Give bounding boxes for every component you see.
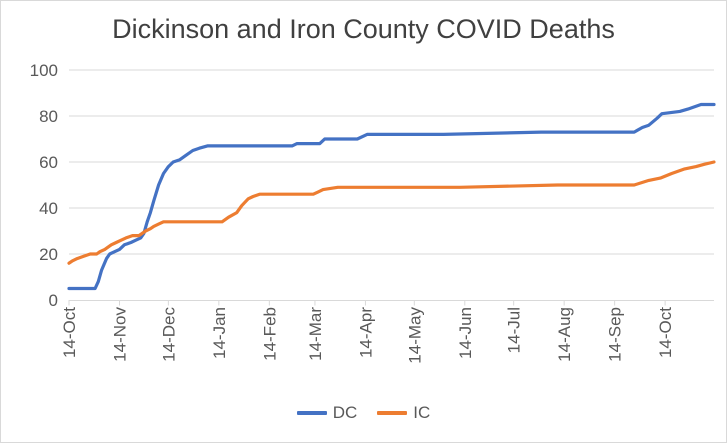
legend: DC IC bbox=[1, 402, 726, 424]
x-axis-tick-label: 14-Feb bbox=[260, 307, 279, 361]
y-axis-tick-label: 40 bbox=[39, 199, 58, 218]
x-axis-tick-label: 14-Aug bbox=[555, 307, 574, 362]
x-axis-tick-label: 14-Jan bbox=[210, 307, 229, 359]
y-axis-tick-label: 0 bbox=[49, 291, 58, 310]
x-axis-tick-label: 14-Dec bbox=[159, 307, 178, 362]
x-axis-tick-label: 14-Mar bbox=[306, 307, 325, 361]
series-line-dc bbox=[67, 102, 716, 291]
series-line-ic bbox=[67, 160, 716, 265]
x-axis-tick-label: 14-Sep bbox=[606, 307, 625, 362]
x-axis-tick-label: 14-Nov bbox=[110, 307, 129, 362]
y-axis-tick-label: 20 bbox=[39, 245, 58, 264]
x-axis-tick-label: 14-May bbox=[405, 307, 424, 364]
x-axis-tick-label: 14-Jun bbox=[456, 307, 475, 359]
x-axis-tick-label: 14-Jul bbox=[505, 307, 524, 353]
y-axis-tick-label: 100 bbox=[30, 61, 58, 80]
y-axis-tick-label: 60 bbox=[39, 153, 58, 172]
x-axis-tick-label: 14-Apr bbox=[356, 307, 375, 358]
legend-swatch-ic bbox=[377, 411, 408, 415]
legend-item-ic: IC bbox=[377, 403, 430, 423]
legend-label-ic: IC bbox=[413, 403, 431, 422]
y-axis-tick-label: 80 bbox=[39, 107, 58, 126]
x-axis-tick-label: 14-Oct bbox=[656, 307, 675, 358]
legend-item-dc: DC bbox=[296, 403, 358, 423]
chart-title: Dickinson and Iron County COVID Deaths bbox=[112, 14, 615, 44]
x-axis-tick-label: 14-Oct bbox=[60, 307, 79, 358]
legend-swatch-dc bbox=[296, 411, 327, 415]
legend-label-dc: DC bbox=[332, 403, 358, 422]
